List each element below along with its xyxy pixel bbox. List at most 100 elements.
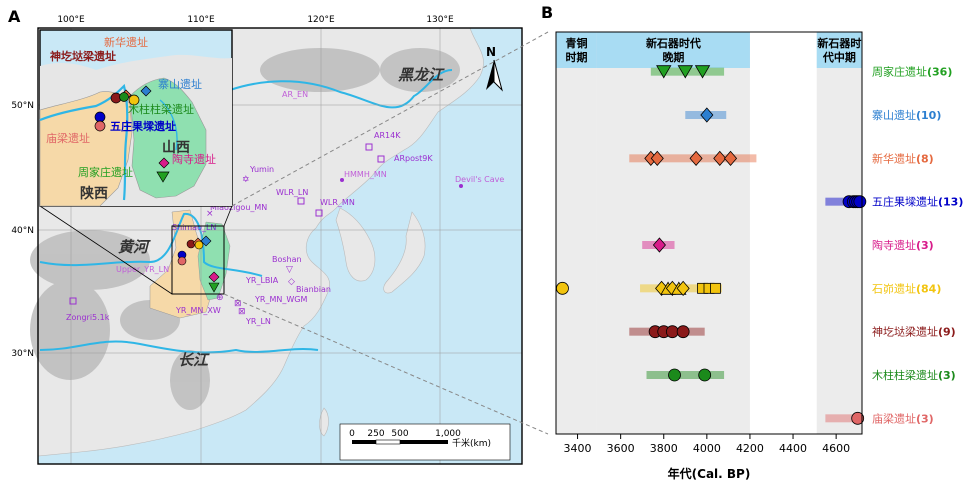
ref-site-label: AR14K: [374, 131, 401, 140]
x-tick-label: 3800: [650, 442, 678, 455]
ref-site-marker: ✡: [242, 175, 250, 185]
lat-tick-label: 40°N: [11, 226, 34, 236]
series-row: 五庄果墚遗址(13): [825, 195, 963, 209]
map-panel: 100°E 110°E 120°E 130°E 50°N 40°N 30°N 黄…: [11, 15, 523, 465]
ref-site-label: ARpost9K: [394, 154, 433, 163]
data-point: [851, 411, 865, 425]
x-axis-ticks: 3400 3600 3800 4000 4200 4400 4600: [564, 434, 850, 455]
river-label-heilongjiang: 黑龙江: [398, 66, 445, 84]
series-row: 新华遗址(8): [629, 150, 934, 166]
inset-site-label: 寨山遗址: [158, 77, 202, 91]
river-label-yangtze: 长江: [178, 351, 210, 369]
data-point: [676, 325, 690, 339]
data-point: [698, 368, 712, 382]
main-site-markers: [177, 235, 220, 293]
data-point: [710, 282, 721, 294]
inset-site-label: 庙梁遗址: [46, 131, 90, 145]
lon-tick-label: 100°E: [57, 15, 85, 25]
data-point: [650, 150, 664, 166]
data-point: [656, 65, 672, 79]
data-point: [556, 281, 569, 295]
lon-tick-label: 130°E: [426, 15, 454, 25]
ref-site-label: WLR_LN: [276, 188, 308, 197]
period-band-label: 时期: [565, 50, 587, 64]
river-label-yellow: 黄河: [118, 238, 151, 256]
map-frame: [37, 27, 523, 465]
ref-site-marker: [315, 209, 323, 217]
ref-site-label: Boshan: [272, 255, 302, 264]
period-band-header: [816, 32, 862, 68]
data-point: [689, 150, 703, 166]
map-taiwan: [319, 407, 329, 437]
ref-site-label: WLR_MN: [320, 198, 355, 207]
data-point: [700, 107, 714, 123]
reference-sites: AR_EN AR14K ARpost9K HMMH_MN Devil's Cav…: [66, 90, 504, 326]
region-label-shaanxi: 陕西: [80, 185, 108, 202]
series-row: 陶寺遗址(3): [642, 237, 934, 253]
lat-tick-label: 50°N: [11, 101, 34, 111]
series-label: 周家庄遗址(36): [872, 65, 952, 79]
x-tick-label: 3400: [564, 442, 592, 455]
series-label: 五庄果墚遗址(13): [872, 195, 963, 209]
ref-site-label: Devil's Cave: [455, 175, 504, 184]
north-arrow-icon: N: [486, 45, 503, 92]
lat-tick-label: 30°N: [11, 349, 34, 359]
range-bar: [825, 414, 862, 423]
series-row: 神圪垯梁遗址(9): [629, 325, 956, 339]
ref-site-marker: [69, 297, 77, 305]
ref-site-label: YR_MN_XW: [175, 306, 221, 315]
zoom-extent-box: [171, 225, 225, 295]
scale-label: 0: [349, 429, 355, 439]
inset-site-label: 周家庄遗址: [78, 165, 133, 179]
ref-site-label: Bianbian: [296, 285, 331, 294]
inset-map: 山西 陕西 神圪垯梁遗址 新华遗址 寨山遗址 木柱柱梁遗址 五庄果墚遗址 庙梁遗…: [39, 29, 233, 207]
data-point: [668, 368, 681, 382]
period-band-label: 代中期: [822, 50, 856, 64]
series-label: 木柱柱梁遗址(3): [872, 368, 956, 382]
map-rivers: [39, 69, 453, 354]
period-band-header: [596, 32, 750, 68]
ref-site-marker: ⊠: [238, 307, 246, 317]
data-point: [665, 325, 679, 339]
chart-plot-frame: [555, 31, 863, 435]
chart-series: 周家庄遗址(36) 寨山遗址(10) 新华遗址(8) 五庄果墚遗址(13) 陶寺遗址(3…: [556, 65, 963, 425]
period-band-label: 新石器时代: [646, 36, 701, 50]
x-axis-label: 年代(Cal. BP): [668, 466, 751, 481]
series-label: 神圪垯梁遗址(9): [872, 325, 956, 339]
ref-site-label: YR_LN: [245, 317, 271, 326]
series-label: 陶寺遗址(3): [872, 238, 934, 252]
inset-site-label: 神圪垯梁遗址: [50, 49, 116, 63]
lon-tick-label: 110°E: [187, 15, 215, 25]
series-row: 木柱柱梁遗址(3): [646, 368, 956, 382]
inset-site-label: 新华遗址: [104, 35, 148, 49]
data-point: [677, 65, 693, 79]
period-band: [816, 32, 862, 434]
map-korea: [335, 207, 376, 282]
series-row: 寨山遗址(10): [685, 107, 941, 123]
map-graticule: [38, 28, 522, 464]
ref-site-label: Shimao_LN: [172, 223, 216, 232]
ref-site-label: YR_LBIA: [245, 276, 279, 285]
series-row: 石峁遗址(84): [556, 280, 941, 296]
ref-site-marker: ▽: [286, 265, 293, 275]
x-tick-label: 3600: [607, 442, 635, 455]
ref-site-label: HMMH_MN: [344, 170, 387, 179]
lon-tick-label: 120°E: [307, 15, 335, 25]
north-label: N: [486, 45, 496, 59]
ref-site-marker: ⊠: [234, 299, 242, 309]
data-point: [853, 195, 867, 209]
series-label: 庙梁遗址(3): [872, 411, 934, 425]
ref-site-marker: [377, 155, 385, 163]
ref-site-marker: ×: [206, 209, 214, 219]
ref-site-marker: [459, 184, 463, 188]
series-label: 寨山遗址(10): [872, 108, 941, 122]
x-tick-label: 4400: [779, 442, 807, 455]
period-band-label: 晚期: [662, 50, 684, 64]
map-japan: [383, 211, 426, 294]
x-tick-label: 4000: [693, 442, 721, 455]
ref-site-label: Upper_YR_LN: [116, 265, 169, 274]
ref-site-marker: [365, 143, 373, 151]
